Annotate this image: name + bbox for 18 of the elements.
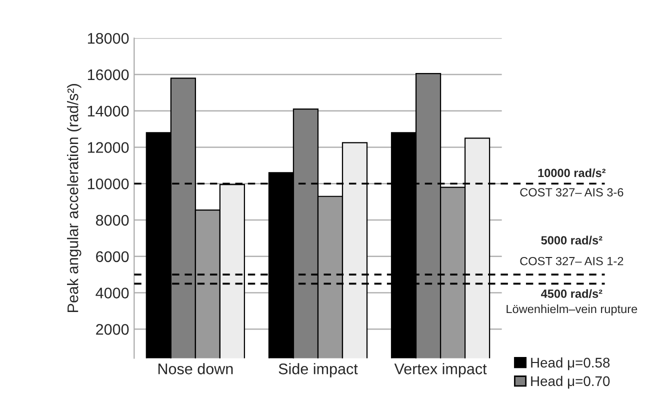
y-tick-label: 6000 [96,251,129,262]
y-tick-label: 16000 [88,69,129,80]
y-tick-label: 12000 [88,142,129,153]
y-tick-label: 10000 [88,178,129,190]
ref-line-label: 5000 rad/s² COST 327– AIS 1-2 [520,236,624,266]
x-tick-label: Side impact [278,363,358,378]
y-tick-label: 8000 [96,214,129,226]
x-tick-label: Nose down [158,363,233,374]
y-tick-label: 18000 [88,32,129,44]
legend-label: Head μ=0.58 [531,357,610,370]
x-tick-label: Vertex impact [394,363,487,378]
legend-label: Head μ=0.70 [531,376,610,389]
ref-line-label: 10000 rad/s² COST 327– AIS 3-6 [520,168,624,196]
y-tick-label: 2000 [96,324,129,335]
y-axis-title: Peak angular acceleration (rad/s²) [67,84,82,312]
y-tick-label: 4000 [96,288,129,298]
ref-line-label: 4500 rad/s² Löwenhielm–vein rupture [506,289,638,316]
y-tick-label: 14000 [88,106,129,117]
